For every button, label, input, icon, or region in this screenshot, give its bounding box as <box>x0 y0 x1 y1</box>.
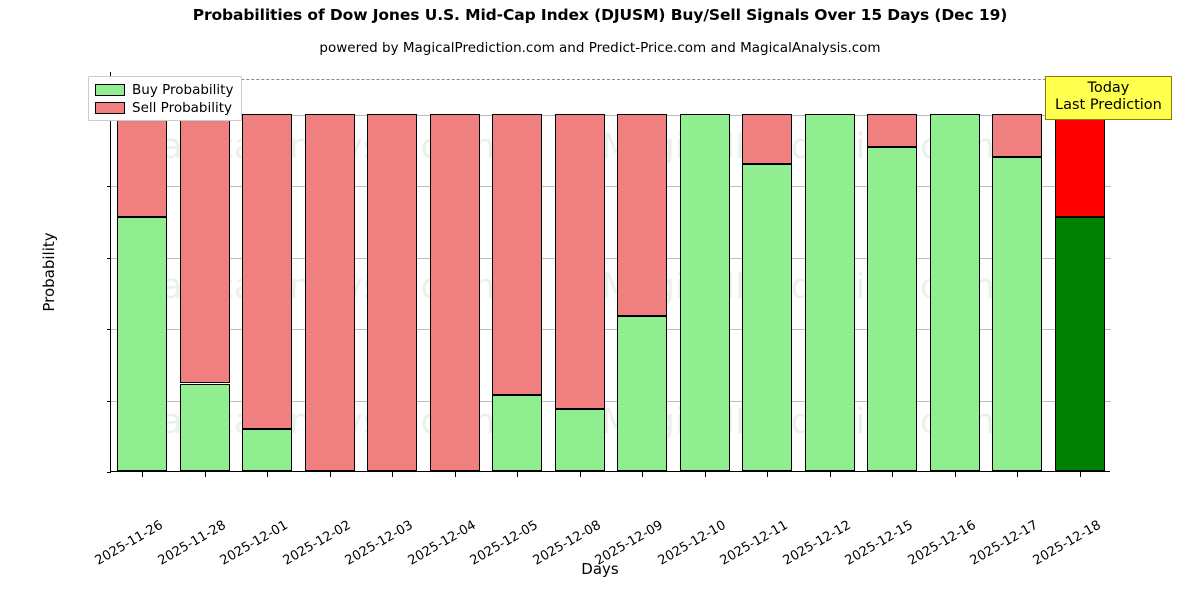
y-tick-mark <box>106 472 111 474</box>
legend-label-sell: Sell Probability <box>132 99 233 116</box>
bar-column[interactable] <box>554 71 605 471</box>
y-tick-mark <box>106 186 111 188</box>
bar-column[interactable] <box>679 71 730 471</box>
bar-segment-buy[interactable] <box>179 383 230 471</box>
legend-label-buy: Buy Probability <box>132 81 234 98</box>
plot-area: Probability MagicalAnalysis.comMagicalPr… <box>40 71 1111 569</box>
x-tick-mark <box>1079 472 1081 477</box>
legend-item-buy: Buy Probability <box>95 81 234 98</box>
bar-column[interactable] <box>179 71 230 471</box>
x-tick-mark <box>517 472 519 477</box>
bar-column[interactable] <box>742 71 793 471</box>
bar-segment-sell[interactable] <box>492 113 543 395</box>
gridline <box>111 257 1111 259</box>
bar-column[interactable] <box>367 71 418 471</box>
bar-column[interactable] <box>867 71 918 471</box>
gridline <box>111 186 1111 188</box>
bar-column[interactable] <box>242 71 293 471</box>
x-tick-mark <box>454 472 456 477</box>
x-tick-mark <box>829 472 831 477</box>
bar-segment-buy[interactable] <box>992 156 1043 471</box>
x-tick-mark <box>142 472 144 477</box>
reference-line <box>111 79 1111 81</box>
bar-segment-buy[interactable] <box>242 428 293 471</box>
bar-segment-buy[interactable] <box>117 217 168 471</box>
gridline <box>111 329 1111 331</box>
bar-segment-buy[interactable] <box>679 113 730 471</box>
today-annotation-line1: Today <box>1087 80 1130 96</box>
chart-legend: Buy Probability Sell Probability <box>88 76 243 121</box>
bar-column[interactable] <box>304 71 355 471</box>
bar-column[interactable] <box>429 71 480 471</box>
bar-column[interactable] <box>929 71 980 471</box>
x-tick-mark <box>204 472 206 477</box>
x-tick-mark <box>267 472 269 477</box>
x-tick-mark <box>954 472 956 477</box>
bar-segment-sell[interactable] <box>117 113 168 218</box>
bar-segment-buy[interactable] <box>617 315 668 471</box>
bar-segment-buy[interactable] <box>1054 217 1105 471</box>
chart-subtitle: powered by MagicalPrediction.com and Pre… <box>319 40 881 56</box>
bar-segment-sell[interactable] <box>179 113 230 384</box>
y-tick-mark <box>106 400 111 402</box>
today-annotation-line2: Last Prediction <box>1055 97 1162 114</box>
bar-segment-sell[interactable] <box>304 113 355 471</box>
x-axis-label: Days <box>581 560 619 578</box>
x-tick-mark <box>704 472 706 477</box>
legend-swatch-sell <box>95 101 125 114</box>
x-tick-mark <box>1017 472 1019 477</box>
bar-column[interactable] <box>492 71 543 471</box>
bar-segment-sell[interactable] <box>1054 113 1105 218</box>
chart-title: Probabilities of Dow Jones U.S. Mid-Cap … <box>192 6 1008 24</box>
bar-segment-sell[interactable] <box>429 113 480 471</box>
bar-column[interactable] <box>992 71 1043 471</box>
bar-segment-sell[interactable] <box>242 113 293 429</box>
bar-segment-sell[interactable] <box>867 113 918 148</box>
x-tick-mark <box>579 472 581 477</box>
gridline <box>111 114 1111 116</box>
y-tick-mark <box>106 257 111 259</box>
bar-segment-buy[interactable] <box>554 408 605 471</box>
x-tick-mark <box>642 472 644 477</box>
y-tick-mark <box>106 329 111 331</box>
legend-item-sell: Sell Probability <box>95 99 233 116</box>
today-annotation: Today Last Prediction <box>1045 76 1172 121</box>
bar-column[interactable] <box>617 71 668 471</box>
x-tick-mark <box>329 472 331 477</box>
gridline <box>111 400 1111 402</box>
bar-segment-buy[interactable] <box>929 113 980 471</box>
bar-column[interactable] <box>804 71 855 471</box>
bar-segment-sell[interactable] <box>992 113 1043 157</box>
bar-segment-sell[interactable] <box>742 113 793 164</box>
bar-column[interactable] <box>1054 71 1105 471</box>
x-tick-mark <box>767 472 769 477</box>
bar-segment-sell[interactable] <box>367 113 418 471</box>
legend-swatch-buy <box>95 83 125 96</box>
y-axis-label: Probability <box>40 231 58 312</box>
bar-column[interactable] <box>117 71 168 471</box>
bar-segment-buy[interactable] <box>867 147 918 471</box>
bar-segment-buy[interactable] <box>492 394 543 471</box>
bar-segment-buy[interactable] <box>804 113 855 471</box>
x-tick-mark <box>392 472 394 477</box>
x-tick-mark <box>892 472 894 477</box>
bar-segment-buy[interactable] <box>742 163 793 471</box>
bar-segment-sell[interactable] <box>554 113 605 409</box>
bar-segment-sell[interactable] <box>617 113 668 316</box>
